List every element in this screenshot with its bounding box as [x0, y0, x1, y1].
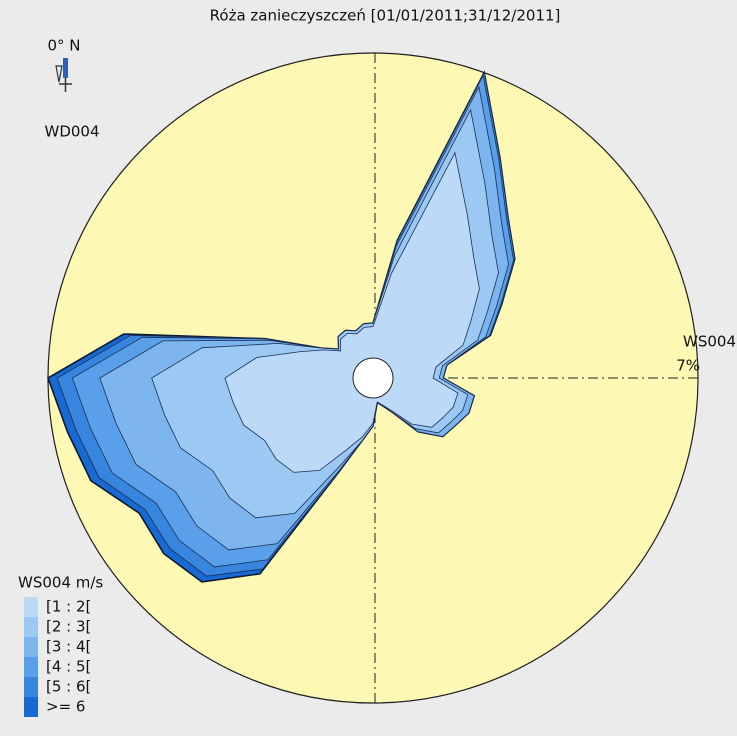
legend-swatch — [24, 697, 38, 717]
petals — [47, 70, 516, 583]
legend-title: WS004 m/s — [18, 574, 103, 592]
calm-circle — [352, 357, 394, 399]
legend-swatch — [24, 597, 38, 617]
legend: [1 : 2[ [2 : 3[ [3 : 4[ [4 : 5[ [5 : 6[ >= 6 — [24, 597, 91, 717]
legend-swatch — [24, 677, 38, 697]
radial-label: WS004 — [683, 333, 736, 351]
legend-label: >= 6 — [46, 698, 85, 716]
legend-swatch — [24, 657, 38, 677]
legend-label: [2 : 3[ — [46, 618, 91, 636]
direction-label: WD004 — [44, 123, 99, 141]
legend-label: [1 : 2[ — [46, 598, 91, 616]
compass-icon — [55, 58, 72, 92]
legend-label: [4 : 5[ — [46, 658, 91, 676]
legend-swatch — [24, 617, 38, 637]
chart-title: Róża zanieczyszczeń [01/01/2011;31/12/20… — [210, 7, 561, 25]
legend-label: [5 : 6[ — [46, 678, 91, 696]
petal-band — [224, 151, 480, 473]
radial-ring — [47, 52, 699, 704]
legend-label: [3 : 4[ — [46, 638, 91, 656]
north-label: 0° N — [47, 37, 80, 55]
legend-swatch — [24, 637, 38, 657]
radial-tick-label: 7% — [676, 357, 700, 375]
